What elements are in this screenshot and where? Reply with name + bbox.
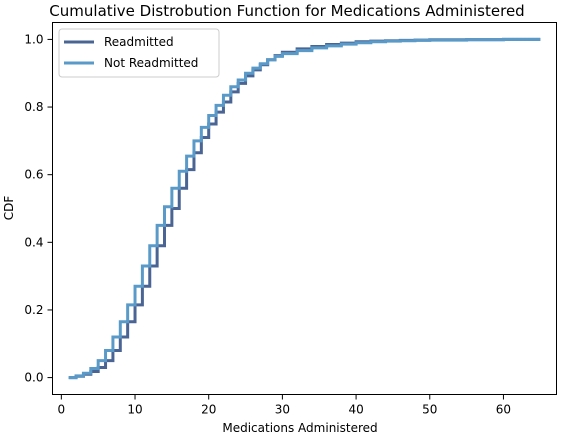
x-tick-label: 40 [348, 403, 363, 417]
x-tick-label: 60 [496, 403, 511, 417]
y-tick-label: 0.6 [24, 168, 43, 182]
x-tick-label: 30 [275, 403, 290, 417]
y-axis: 0.0 0.2 0.4 0.6 0.8 1.0 [24, 32, 53, 385]
series-line-readmitted [68, 37, 541, 380]
y-tick-label: 1.0 [24, 32, 43, 46]
chart-title: Cumulative Distrobution Function for Med… [49, 2, 524, 20]
x-axis-label: Medications Administered [222, 421, 377, 434]
y-tick-label: 0.4 [24, 235, 43, 249]
y-tick-label: 0.0 [24, 371, 43, 385]
legend-box [58, 28, 220, 78]
x-tick-label: 20 [201, 403, 216, 417]
x-tick-label: 50 [422, 403, 437, 417]
legend-label-readmitted: Readmitted [104, 35, 174, 49]
x-axis: 0 10 20 30 40 50 60 [58, 394, 511, 417]
legend: Readmitted Not Readmitted [58, 28, 220, 78]
plot-layer [68, 37, 541, 380]
legend-label-not-readmitted: Not Readmitted [104, 56, 198, 70]
y-tick-label: 0.2 [24, 303, 43, 317]
x-tick-label: 0 [58, 403, 66, 417]
series-line-not-readmitted [68, 37, 541, 380]
plot-frame [52, 22, 557, 395]
x-tick-label: 10 [127, 403, 142, 417]
y-tick-label: 0.8 [24, 100, 43, 114]
y-axis-label: CDF [2, 196, 16, 221]
